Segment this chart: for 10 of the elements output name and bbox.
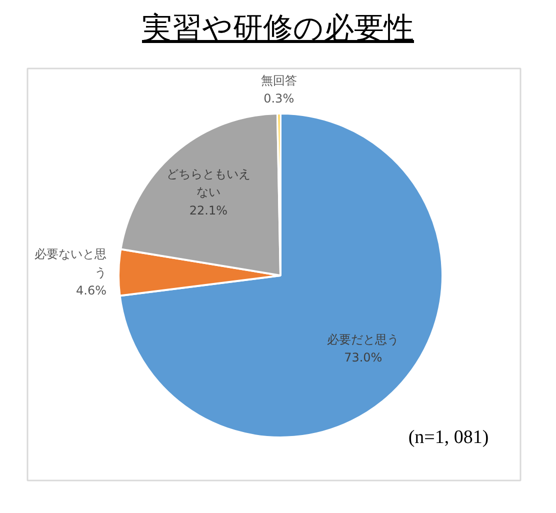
data-label: 0.3%: [264, 92, 294, 106]
data-label: 73.0%: [344, 350, 382, 364]
slice-label: どちらともいえない: [166, 166, 250, 200]
slice-label: 必要ないと思う: [34, 247, 107, 280]
slice-label: 必要だと思う: [327, 332, 400, 346]
data-label: 22.1%: [189, 203, 228, 218]
slice-label: 無回答: [260, 73, 297, 88]
text: (n=1, 081): [408, 427, 489, 448]
data-label: 4.6%: [76, 283, 107, 298]
chart-title: 実習や研修の必要性: [141, 10, 415, 48]
